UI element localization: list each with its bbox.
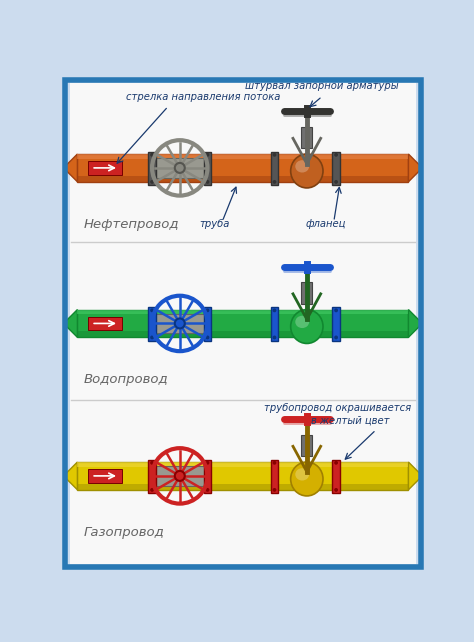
Circle shape (334, 153, 338, 157)
Circle shape (150, 180, 154, 184)
Polygon shape (64, 154, 77, 182)
Circle shape (206, 336, 210, 340)
Bar (77, 154, 409, 159)
Bar (88, 317, 122, 331)
Polygon shape (64, 462, 77, 490)
Circle shape (150, 461, 154, 465)
Circle shape (206, 180, 210, 184)
Bar (271, 152, 278, 185)
Circle shape (175, 471, 185, 481)
Text: фланец: фланец (306, 220, 346, 229)
Circle shape (334, 180, 338, 184)
Bar (204, 460, 211, 493)
Bar (77, 154, 409, 182)
Bar (77, 483, 409, 490)
Bar (77, 309, 409, 337)
Bar (332, 152, 340, 185)
Ellipse shape (291, 154, 323, 188)
Circle shape (273, 308, 276, 312)
Bar (332, 460, 340, 493)
Bar (301, 126, 312, 148)
Polygon shape (64, 309, 77, 337)
Text: трубопровод окрашивается
        в желтый цвет: трубопровод окрашивается в желтый цвет (264, 403, 411, 425)
Bar (88, 161, 122, 175)
Text: Газопровод: Газопровод (83, 526, 164, 539)
Text: труба: труба (199, 220, 229, 229)
Ellipse shape (291, 309, 323, 343)
Circle shape (273, 336, 276, 340)
Circle shape (334, 336, 338, 340)
Polygon shape (409, 462, 422, 490)
Bar (204, 308, 211, 340)
Circle shape (273, 488, 276, 492)
Polygon shape (409, 154, 422, 182)
Circle shape (273, 180, 276, 184)
Bar (148, 308, 156, 340)
Bar (77, 175, 409, 182)
Bar (204, 152, 211, 185)
Ellipse shape (295, 316, 309, 328)
Bar (156, 314, 204, 333)
Bar (271, 308, 278, 340)
Circle shape (273, 153, 276, 157)
Ellipse shape (295, 468, 309, 480)
Circle shape (175, 163, 185, 173)
Circle shape (150, 308, 154, 312)
Circle shape (150, 336, 154, 340)
Bar (77, 462, 409, 467)
Circle shape (150, 488, 154, 492)
Circle shape (206, 461, 210, 465)
Bar (77, 462, 409, 490)
Bar (271, 460, 278, 493)
Text: штурвал запорной арматуры: штурвал запорной арматуры (246, 81, 399, 91)
Circle shape (334, 461, 338, 465)
Circle shape (175, 318, 185, 329)
Polygon shape (409, 309, 422, 337)
Ellipse shape (295, 160, 309, 173)
Bar (148, 460, 156, 493)
Text: Нефтепровод: Нефтепровод (83, 218, 179, 231)
Circle shape (206, 153, 210, 157)
Text: Водопровод: Водопровод (83, 374, 168, 386)
Circle shape (150, 153, 154, 157)
Bar (156, 158, 204, 178)
Bar (156, 466, 204, 485)
Bar (148, 152, 156, 185)
Text: стрелка направления потока: стрелка направления потока (126, 92, 280, 101)
Circle shape (206, 308, 210, 312)
Bar (301, 282, 312, 304)
Bar (77, 331, 409, 337)
Bar (77, 309, 409, 315)
Circle shape (273, 461, 276, 465)
Circle shape (334, 308, 338, 312)
Bar (88, 469, 122, 483)
Circle shape (334, 488, 338, 492)
Bar (301, 435, 312, 456)
Circle shape (206, 488, 210, 492)
Bar (332, 308, 340, 340)
Ellipse shape (291, 462, 323, 496)
